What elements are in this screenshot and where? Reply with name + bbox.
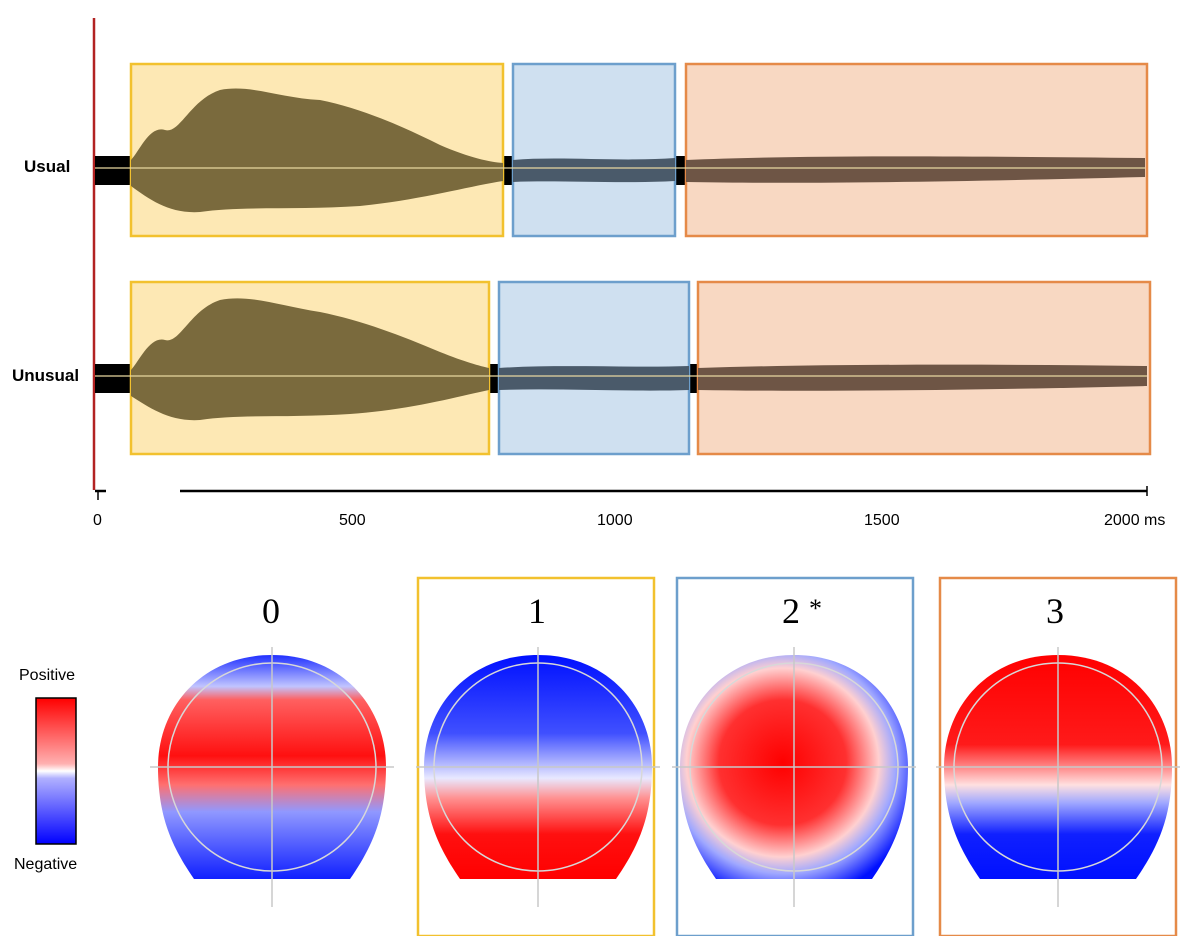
usual-erp-traces-window-2 (513, 158, 675, 183)
topomap-frame-1 (416, 576, 656, 936)
colorbar (35, 697, 77, 845)
unusual-row (95, 280, 1152, 456)
topomap-label-1: 1 (528, 591, 546, 631)
colorbar-negative-label: Negative (14, 856, 78, 873)
row-label-unusual: Unusual (12, 366, 80, 385)
unusual-erp-traces-window-2 (499, 366, 689, 391)
topomap-label-3: 3 (1046, 591, 1064, 631)
usual-erp-traces-window-1 (131, 88, 503, 213)
topomap-label-0: 0 (262, 591, 280, 631)
time-axis (95, 486, 1148, 500)
usual-window-3 (684, 62, 1149, 238)
colorbar-positive-label: Positive (19, 667, 76, 684)
tick-label-500: 500 (339, 512, 366, 529)
usual-window-2 (511, 62, 677, 238)
tick-label-1500: 1500 (864, 512, 900, 529)
topomap-0 (150, 647, 394, 907)
significance-marker: * (809, 594, 822, 623)
topomap-2 (672, 647, 916, 907)
tick-label-1000: 1000 (597, 512, 633, 529)
usual-erp-traces-window-3 (686, 156, 1145, 183)
topomap-frame-3 (938, 576, 1178, 936)
topomap-frame-2 (675, 576, 915, 936)
row-label-usual: Usual (24, 157, 71, 176)
usual-row (95, 62, 1149, 238)
unusual-erp-traces-window-3 (698, 364, 1147, 391)
unusual-erp-traces-window-1 (131, 298, 489, 421)
tick-label-2000: 2000 ms (1104, 512, 1166, 529)
topomap-3 (936, 647, 1180, 907)
topomap-label-2: 2 * (782, 591, 822, 631)
tick-label-0: 0 (93, 512, 102, 529)
topomap-1 (416, 647, 660, 907)
